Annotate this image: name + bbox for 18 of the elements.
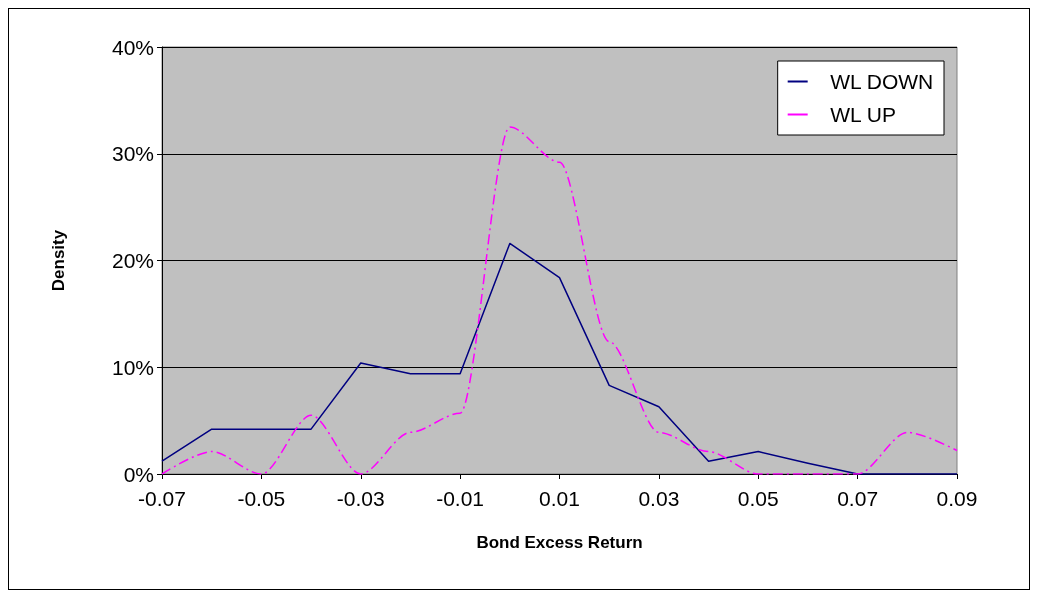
- y-axis-title: Density: [49, 229, 68, 292]
- x-tick-label: 0.09: [936, 487, 978, 510]
- x-tick-label: -0.05: [237, 487, 286, 510]
- y-tick-label: 10%: [111, 355, 154, 379]
- legend-label: WL DOWN: [830, 70, 934, 93]
- x-tick-label: -0.01: [436, 487, 485, 510]
- y-tick-label: 30%: [111, 142, 154, 166]
- x-tick-label: 0.07: [837, 487, 879, 510]
- y-tick-label: 20%: [111, 249, 154, 272]
- y-tick-label: 0%: [123, 462, 154, 486]
- x-tick-label: 0.01: [539, 487, 580, 510]
- x-tick-label: -0.03: [336, 487, 385, 510]
- x-axis-title: Bond Excess Return: [476, 533, 643, 552]
- x-tick-label: -0.07: [138, 487, 186, 510]
- legend-label: WL UP: [830, 103, 896, 126]
- x-tick-label: 0.05: [737, 487, 779, 510]
- x-tick-label: 0.03: [638, 487, 680, 510]
- y-tick-label: 40%: [111, 35, 154, 59]
